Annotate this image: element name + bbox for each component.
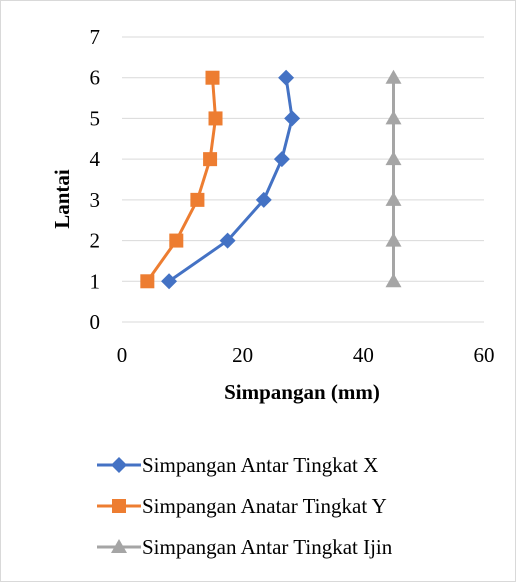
data-point-triangle [385, 110, 402, 125]
y-tick-label: 1 [90, 269, 101, 293]
data-point-triangle [385, 69, 402, 84]
data-point-square [205, 70, 220, 85]
data-point-diamond [161, 273, 178, 290]
data-point-square [203, 152, 218, 167]
data-point-triangle [385, 151, 402, 166]
y-tick-label: 5 [90, 106, 101, 130]
data-point-diamond [278, 69, 295, 86]
legend-item: Simpangan Anatar Tingkat Y [97, 494, 387, 518]
data-point-triangle [385, 273, 402, 288]
x-tick-label: 60 [474, 343, 495, 367]
y-tick-label: 2 [90, 229, 101, 253]
series-diamond [161, 69, 301, 290]
y-tick-label: 0 [90, 310, 101, 334]
data-point-square [112, 499, 126, 513]
x-tick-label: 40 [353, 343, 374, 367]
data-point-diamond [284, 110, 301, 127]
legend-item: Simpangan Antar Tingkat X [97, 453, 378, 477]
x-axis-title: Simpangan (mm) [224, 380, 380, 404]
tick-labels: 0 1 2 3 4 5 6 7 0 20 40 60 [90, 25, 495, 367]
data-point-square [208, 111, 223, 126]
y-tick-label: 4 [90, 147, 101, 171]
y-tick-label: 3 [90, 188, 101, 212]
data-point-square [169, 233, 184, 248]
data-point-triangle [385, 191, 402, 206]
data-point-diamond [273, 151, 290, 168]
data-point-diamond [111, 457, 127, 473]
x-tick-label: 0 [117, 343, 128, 367]
data-point-triangle [385, 232, 402, 247]
legend-label: Simpangan Antar Tingkat Ijin [142, 535, 393, 559]
legend-item: Simpangan Antar Tingkat Ijin [97, 535, 393, 559]
y-tick-label: 6 [90, 66, 101, 90]
y-tick-label: 7 [90, 25, 101, 49]
legend-label: Simpangan Anatar Tingkat Y [142, 494, 387, 518]
data-point-square [190, 192, 205, 207]
data-point-diamond [219, 232, 236, 249]
series-line [168, 77, 294, 283]
data-point-square [140, 274, 155, 289]
series-layer [140, 69, 402, 290]
series-square [140, 70, 223, 289]
grid-layer [122, 36, 484, 323]
series-line [146, 77, 218, 283]
data-point-triangle [111, 539, 127, 553]
legend: Simpangan Antar Tingkat X Simpangan Anata… [97, 453, 393, 559]
series-triangle [385, 69, 402, 288]
x-tick-label: 20 [232, 343, 253, 367]
y-axis-title: Lantai [50, 169, 74, 229]
legend-label: Simpangan Antar Tingkat X [142, 453, 378, 477]
data-point-diamond [255, 191, 272, 208]
